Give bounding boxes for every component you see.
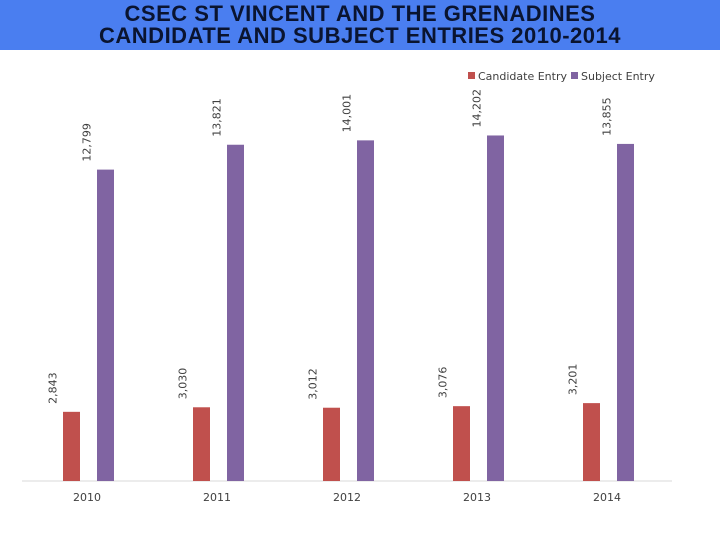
bar-candidate-2014: [583, 403, 600, 481]
legend-swatch-subject: [571, 72, 578, 79]
x-tick-label-2012: 2012: [333, 491, 361, 504]
bar-subject-2012: [357, 140, 374, 481]
data-label-candidate-2010: 2,843: [47, 372, 60, 404]
legend-label-candidate: Candidate Entry: [478, 70, 567, 83]
title-bar: CSEC ST VINCENT AND THE GRENADINES CANDI…: [0, 0, 720, 50]
data-label-candidate-2013: 3,076: [437, 367, 450, 399]
bar-candidate-2013: [453, 406, 470, 481]
bar-candidate-2010: [63, 411, 80, 481]
data-label-subject-2013: 14,202: [471, 89, 484, 128]
bar-subject-2011: [227, 144, 244, 482]
bar-subject-2014: [617, 143, 634, 482]
legend-swatch-candidate: [468, 72, 475, 79]
data-label-candidate-2012: 3,012: [307, 368, 320, 400]
data-label-subject-2014: 13,855: [601, 97, 614, 136]
bar-subject-2013: [487, 135, 504, 481]
bar-candidate-2012: [323, 407, 340, 481]
data-label-candidate-2011: 3,030: [177, 368, 190, 400]
data-label-subject-2012: 14,001: [341, 94, 354, 133]
x-tick-label-2014: 2014: [593, 491, 621, 504]
chart-title-line-2: CANDIDATE AND SUBJECT ENTRIES 2010-2014: [99, 23, 621, 48]
data-label-subject-2010: 12,799: [81, 123, 94, 162]
bar-subject-2010: [97, 169, 114, 482]
x-tick-label-2011: 2011: [203, 491, 231, 504]
x-tick-label-2013: 2013: [463, 491, 491, 504]
bar-candidate-2011: [193, 407, 210, 481]
x-tick-label-2010: 2010: [73, 491, 101, 504]
chart-title-line-1: CSEC ST VINCENT AND THE GRENADINES: [124, 1, 596, 26]
data-label-subject-2011: 13,821: [211, 98, 224, 137]
legend-label-subject: Subject Entry: [581, 70, 655, 83]
data-label-candidate-2014: 3,201: [567, 364, 580, 396]
